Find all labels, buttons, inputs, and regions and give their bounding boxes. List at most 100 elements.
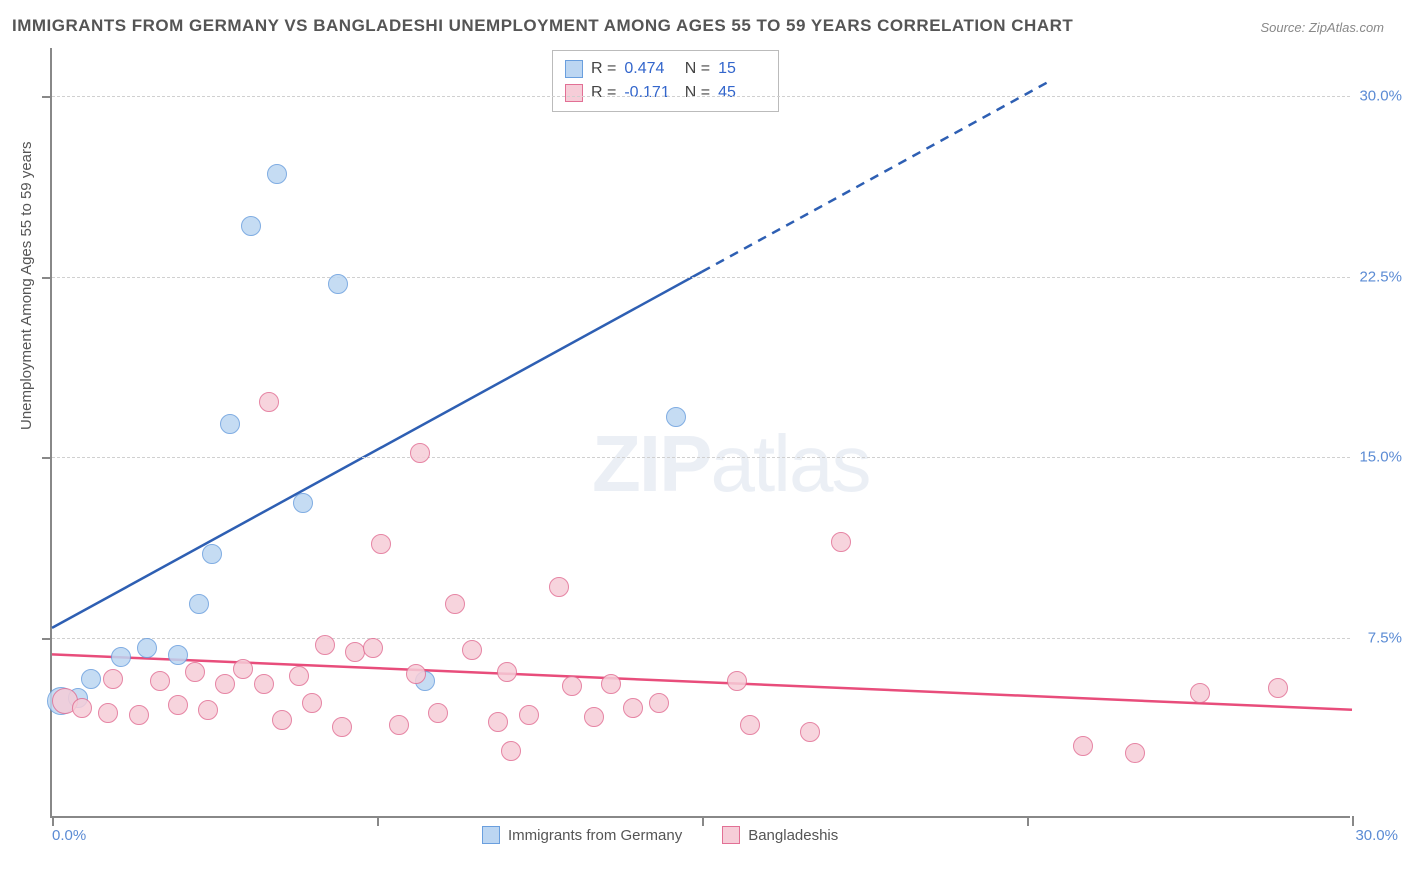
y-axis-label: Unemployment Among Ages 55 to 59 years bbox=[18, 141, 35, 430]
correlation-legend: R = 0.474 N = 15 R = -0.171 N = 45 bbox=[552, 50, 779, 112]
scatter-point bbox=[497, 662, 517, 682]
scatter-point bbox=[111, 647, 131, 667]
scatter-point bbox=[293, 493, 313, 513]
scatter-point bbox=[549, 577, 569, 597]
scatter-point bbox=[233, 659, 253, 679]
scatter-point bbox=[623, 698, 643, 718]
gridline bbox=[52, 638, 1350, 639]
series-legend: Immigrants from Germany Bangladeshis bbox=[482, 826, 838, 844]
source-attribution: Source: ZipAtlas.com bbox=[1260, 20, 1384, 35]
scatter-point bbox=[428, 703, 448, 723]
legend-row: R = -0.171 N = 45 bbox=[565, 81, 766, 105]
scatter-point bbox=[254, 674, 274, 694]
gridline bbox=[52, 96, 1350, 97]
trend-line bbox=[52, 272, 702, 628]
correlation-chart: IMMIGRANTS FROM GERMANY VS BANGLADESHI U… bbox=[0, 0, 1406, 892]
scatter-point bbox=[302, 693, 322, 713]
legend-label: Immigrants from Germany bbox=[508, 827, 682, 844]
scatter-point bbox=[406, 664, 426, 684]
scatter-point bbox=[168, 645, 188, 665]
legend-swatch bbox=[482, 826, 500, 844]
scatter-point bbox=[202, 544, 222, 564]
plot-area: ZIPatlas R =0.474 N =15R =-0.171 N =45 I… bbox=[50, 48, 1350, 818]
scatter-point bbox=[410, 443, 430, 463]
gridline bbox=[52, 277, 1350, 278]
y-tick-label: 15.0% bbox=[1352, 449, 1402, 466]
scatter-point bbox=[462, 640, 482, 660]
chart-title: IMMIGRANTS FROM GERMANY VS BANGLADESHI U… bbox=[12, 16, 1073, 36]
scatter-point bbox=[584, 707, 604, 727]
scatter-point bbox=[150, 671, 170, 691]
scatter-point bbox=[259, 392, 279, 412]
scatter-point bbox=[98, 703, 118, 723]
scatter-point bbox=[371, 534, 391, 554]
legend-n-value: 15 bbox=[718, 57, 766, 81]
scatter-point bbox=[562, 676, 582, 696]
x-tick-mark bbox=[377, 816, 379, 826]
scatter-point bbox=[189, 594, 209, 614]
scatter-point bbox=[727, 671, 747, 691]
scatter-point bbox=[220, 414, 240, 434]
scatter-point bbox=[129, 705, 149, 725]
legend-n-value: 45 bbox=[718, 81, 766, 105]
scatter-point bbox=[332, 717, 352, 737]
scatter-point bbox=[103, 669, 123, 689]
legend-r-value: -0.171 bbox=[624, 81, 672, 105]
scatter-point bbox=[666, 407, 686, 427]
x-axis-min-label: 0.0% bbox=[52, 827, 86, 844]
y-tick-label: 30.0% bbox=[1352, 88, 1402, 105]
scatter-point bbox=[215, 674, 235, 694]
scatter-point bbox=[241, 216, 261, 236]
x-tick-mark bbox=[52, 816, 54, 826]
y-tick-label: 7.5% bbox=[1352, 629, 1402, 646]
scatter-point bbox=[72, 698, 92, 718]
scatter-point bbox=[185, 662, 205, 682]
scatter-point bbox=[198, 700, 218, 720]
scatter-point bbox=[488, 712, 508, 732]
legend-r-value: 0.474 bbox=[624, 57, 672, 81]
y-tick-mark bbox=[42, 638, 52, 640]
y-tick-mark bbox=[42, 277, 52, 279]
scatter-point bbox=[800, 722, 820, 742]
legend-row: R = 0.474 N = 15 bbox=[565, 57, 766, 81]
legend-n-label: N = bbox=[680, 81, 710, 105]
legend-swatch bbox=[722, 826, 740, 844]
legend-item: Immigrants from Germany bbox=[482, 826, 682, 844]
legend-r-label: R = bbox=[591, 57, 616, 81]
scatter-point bbox=[289, 666, 309, 686]
scatter-point bbox=[267, 164, 287, 184]
scatter-point bbox=[389, 715, 409, 735]
scatter-point bbox=[519, 705, 539, 725]
y-tick-mark bbox=[42, 457, 52, 459]
scatter-point bbox=[740, 715, 760, 735]
legend-r-label: R = bbox=[591, 81, 616, 105]
x-tick-mark bbox=[1027, 816, 1029, 826]
scatter-point bbox=[501, 741, 521, 761]
scatter-point bbox=[601, 674, 621, 694]
scatter-point bbox=[81, 669, 101, 689]
scatter-point bbox=[168, 695, 188, 715]
x-axis-max-label: 30.0% bbox=[1355, 827, 1398, 844]
scatter-point bbox=[1073, 736, 1093, 756]
legend-item: Bangladeshis bbox=[722, 826, 838, 844]
scatter-point bbox=[315, 635, 335, 655]
legend-n-label: N = bbox=[680, 57, 710, 81]
legend-swatch bbox=[565, 84, 583, 102]
x-tick-mark bbox=[1352, 816, 1354, 826]
trend-lines-svg bbox=[52, 48, 1350, 816]
scatter-point bbox=[1268, 678, 1288, 698]
scatter-point bbox=[1190, 683, 1210, 703]
scatter-point bbox=[649, 693, 669, 713]
scatter-point bbox=[328, 274, 348, 294]
y-tick-mark bbox=[42, 96, 52, 98]
legend-label: Bangladeshis bbox=[748, 827, 838, 844]
legend-swatch bbox=[565, 60, 583, 78]
scatter-point bbox=[831, 532, 851, 552]
scatter-point bbox=[272, 710, 292, 730]
gridline bbox=[52, 457, 1350, 458]
scatter-point bbox=[363, 638, 383, 658]
scatter-point bbox=[137, 638, 157, 658]
y-tick-label: 22.5% bbox=[1352, 268, 1402, 285]
scatter-point bbox=[445, 594, 465, 614]
scatter-point bbox=[1125, 743, 1145, 763]
